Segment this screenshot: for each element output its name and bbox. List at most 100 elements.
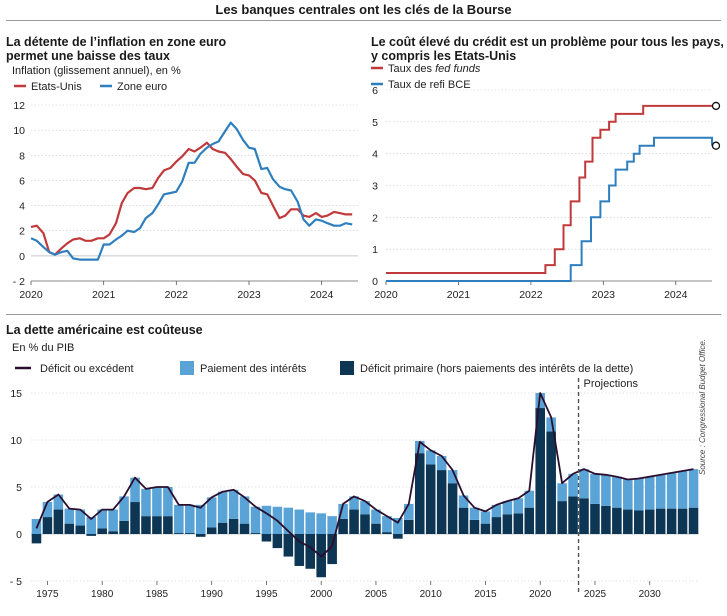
bar-interest: [206, 497, 217, 528]
bar-primary-deficit: [130, 502, 140, 534]
x-tick-label: 2030: [639, 589, 662, 600]
bar-primary-deficit: [513, 513, 524, 534]
bar-interest: [130, 477, 140, 503]
legend-label: Etats-Unis: [31, 81, 82, 93]
bar-primary-deficit: [316, 534, 326, 578]
bar-interest: [447, 470, 458, 484]
bar-primary-deficit: [677, 508, 688, 534]
bar-interest: [86, 517, 97, 534]
bar-interest: [568, 473, 578, 497]
bar-primary-deficit: [206, 527, 217, 534]
bar-interest: [579, 469, 589, 499]
x-tick-label: 2025: [584, 589, 607, 600]
bar-primary-deficit: [217, 522, 228, 534]
bar-primary-deficit: [480, 523, 491, 534]
series-line-refi-bce: [386, 136, 713, 282]
bar-primary-deficit: [666, 508, 677, 534]
x-tick-label: 2015: [474, 589, 497, 600]
bar-primary-deficit: [644, 509, 655, 534]
y-tick-label: 2: [372, 212, 378, 224]
bar-interest: [261, 505, 272, 534]
x-tick-label: 2024: [310, 289, 334, 301]
y-tick-label: 5: [372, 117, 378, 129]
y-tick-label: 4: [372, 149, 378, 161]
x-tick-label: 2023: [237, 289, 261, 301]
bar-interest: [557, 483, 567, 502]
bar-primary-deficit: [546, 431, 556, 534]
bar-primary-deficit: [382, 532, 392, 534]
bar-primary-deficit: [360, 514, 370, 534]
y-tick-label: 0: [19, 251, 25, 263]
y-tick-label: 0: [372, 276, 378, 288]
bar-interest: [163, 487, 173, 517]
bar-primary-deficit: [53, 509, 64, 534]
bar-interest: [152, 487, 162, 517]
panel2-title-line2: y compris les Etats-Unis: [371, 49, 517, 63]
bar-primary-deficit: [502, 514, 513, 534]
bar-interest: [228, 489, 239, 519]
legend-label: Paiement des intérêts: [200, 363, 307, 375]
bar-interest: [469, 507, 480, 520]
y-tick-label: 3: [372, 181, 378, 193]
y-tick-label: - 2: [13, 276, 25, 288]
y-tick-label: 5: [16, 482, 22, 494]
bar-primary-deficit: [469, 519, 480, 534]
bar-primary-deficit: [338, 518, 348, 534]
legend-label: Taux de refi BCE: [388, 79, 471, 91]
x-tick-label: 2005: [365, 589, 388, 600]
y-tick-label: 12: [13, 100, 25, 112]
bar-interest: [305, 512, 316, 534]
bar-interest: [31, 518, 42, 534]
bar-primary-deficit: [414, 453, 425, 534]
bar-primary-deficit: [590, 503, 600, 534]
x-tick-label: 2020: [19, 289, 43, 301]
bar-interest: [382, 516, 392, 533]
bar-primary-deficit: [305, 534, 316, 569]
y-tick-label: 8: [19, 150, 25, 162]
bar-primary-deficit: [447, 483, 458, 534]
bar-interest: [502, 501, 513, 515]
bar-primary-deficit: [283, 534, 294, 557]
section-divider: [6, 314, 721, 315]
bar-primary-deficit: [568, 496, 578, 534]
legend-swatch-primary: [340, 361, 354, 375]
bar-interest: [316, 513, 326, 534]
bar-primary-deficit: [185, 533, 195, 534]
bar-primary-deficit: [163, 516, 173, 534]
bar-primary-deficit: [349, 509, 359, 534]
bar-primary-deficit: [119, 520, 129, 534]
bar-primary-deficit: [174, 533, 184, 534]
y-tick-label: - 5: [10, 576, 22, 588]
bar-primary-deficit: [42, 517, 53, 534]
bar-interest: [108, 509, 118, 532]
bar-interest: [655, 474, 666, 509]
y-tick-label: 0: [16, 529, 22, 541]
inflation-chart: - 2 0 2 4 6 8 10 12 2020 2021 2022 2023 2024 Etats-Un…: [13, 81, 358, 301]
bar-primary-deficit: [524, 507, 535, 534]
bar-interest: [688, 469, 699, 508]
bar-interest: [677, 471, 688, 509]
panel2-title-line1: Le coût élevé du crédit est un problème …: [371, 35, 724, 49]
bar-primary-deficit: [108, 531, 118, 534]
bar-interest: [75, 509, 86, 526]
y-tick-label: 10: [10, 435, 22, 447]
rates-chart: 0 1 2 3 4 5 6 2020 2021 2022 2023 2024 Taux des fed …: [371, 63, 721, 301]
x-tick-label: 2021: [447, 289, 471, 301]
bar-interest: [393, 518, 403, 534]
bar-primary-deficit: [261, 534, 272, 542]
bar-interest: [327, 516, 337, 534]
x-tick-label: 2022: [165, 289, 189, 301]
bar-primary-deficit: [250, 533, 261, 534]
panel1-subtitle: Inflation (glissement annuel), en %: [12, 65, 181, 77]
bar-primary-deficit: [612, 507, 622, 534]
panel1-title-line1: La détente de l’inflation en zone euro: [6, 35, 227, 49]
bar-interest: [53, 494, 64, 510]
bar-interest: [119, 496, 129, 521]
bar-primary-deficit: [491, 517, 502, 534]
bar-interest: [436, 455, 447, 471]
x-tick-label: 2020: [529, 589, 552, 600]
bar-primary-deficit: [97, 528, 107, 534]
projection-label: Projections: [584, 378, 639, 390]
bar-primary-deficit: [393, 534, 403, 539]
bar-primary-deficit: [294, 534, 305, 566]
